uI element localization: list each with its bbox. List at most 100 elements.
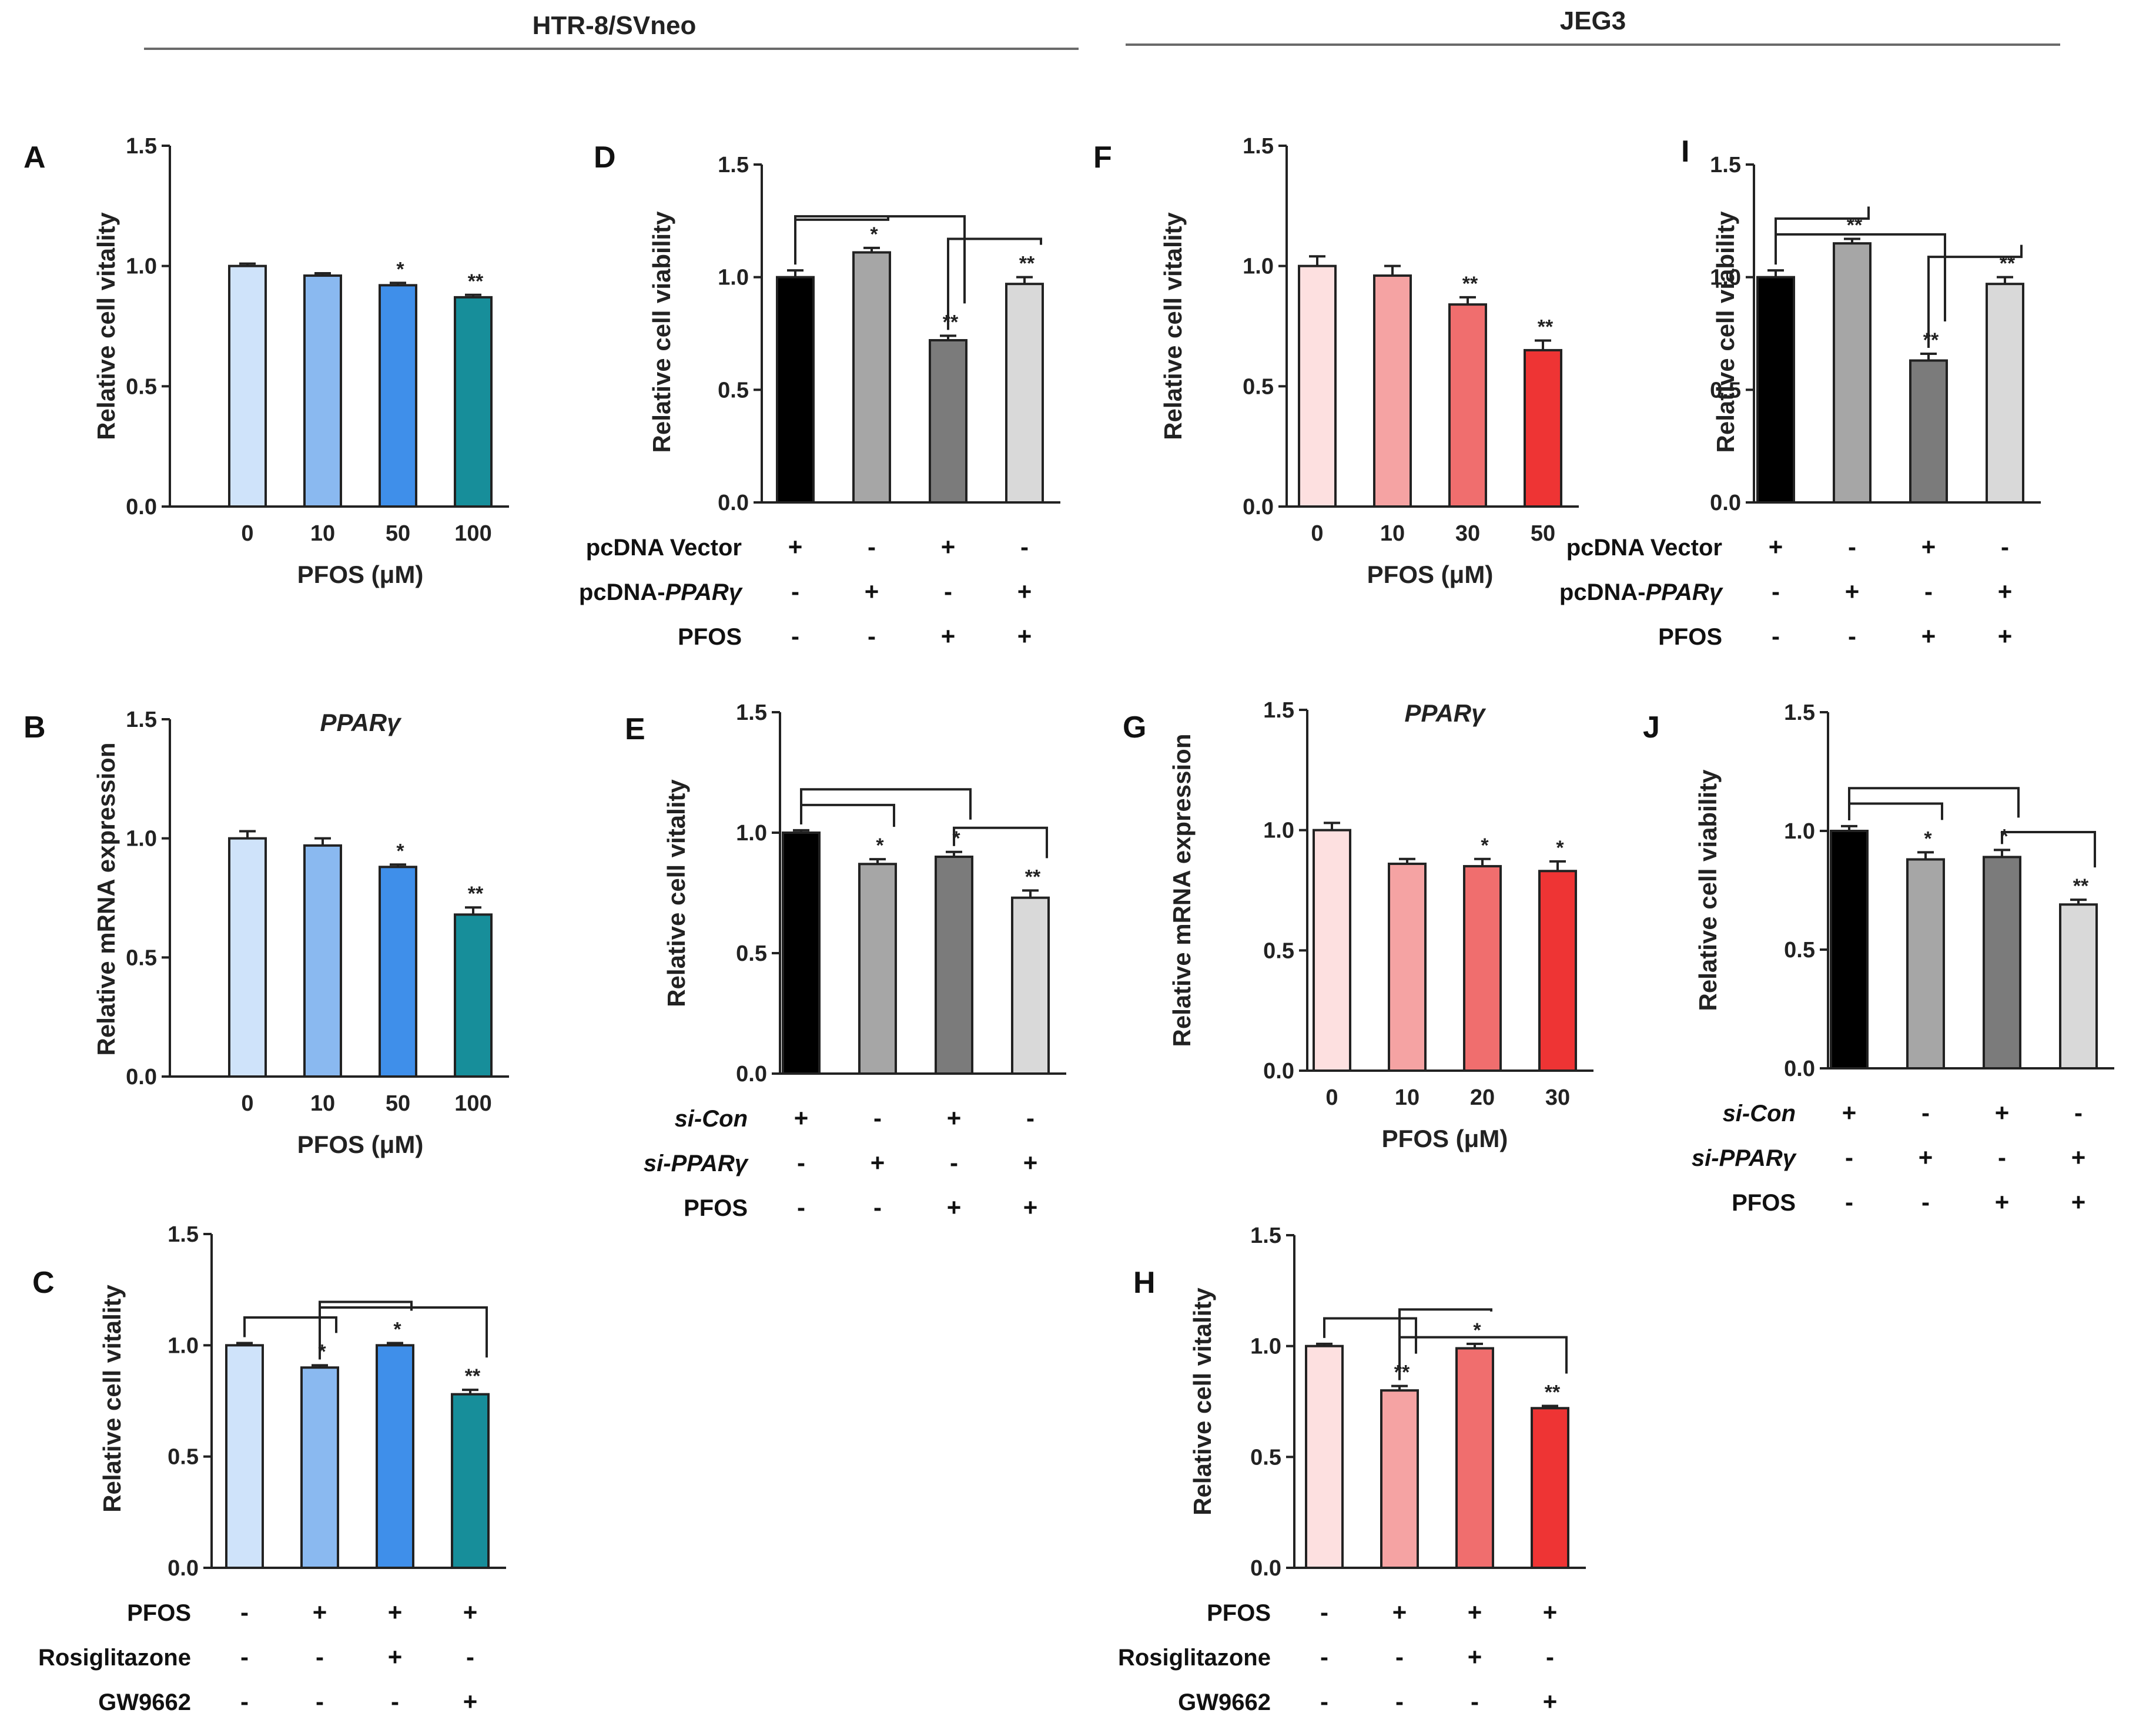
condition-sign: +: [1998, 622, 2013, 650]
panel-letter: H: [1133, 1266, 1156, 1300]
y-tick-label: 1.5: [718, 153, 749, 177]
condition-label: si-PPARγ: [644, 1151, 749, 1176]
condition-sign: -: [944, 578, 952, 605]
y-tick-label: 0.0: [736, 1062, 767, 1087]
condition-sign: -: [791, 578, 799, 605]
bar: [1298, 264, 1337, 508]
panel-letter: D: [594, 140, 616, 175]
bar: [858, 863, 897, 1075]
y-tick-label: 0.0: [1784, 1057, 1815, 1081]
chart-title: PPARγ: [320, 709, 403, 736]
condition-label: pcDNA-PPARγ: [579, 579, 744, 605]
condition-name: si-Con: [1723, 1101, 1796, 1126]
condition-sign: +: [1995, 1188, 2010, 1216]
condition-name-italic: PPARγ: [665, 579, 744, 605]
bar: [1448, 303, 1487, 508]
condition-sign: -: [391, 1688, 399, 1715]
condition-label: si-Con: [1723, 1101, 1796, 1126]
condition-sign: -: [1921, 1099, 1930, 1126]
significance-marker: **: [1394, 1362, 1410, 1384]
bar: [376, 1344, 414, 1569]
condition-label: PFOS: [678, 624, 742, 650]
condition-label: PFOS: [684, 1195, 748, 1221]
y-axis-label: Relative cell vitality: [92, 212, 120, 440]
panel-letter: C: [32, 1266, 55, 1300]
condition-sign: -: [1998, 1144, 2006, 1171]
bar: [1906, 858, 1945, 1069]
condition-sign: -: [1772, 578, 1780, 605]
y-tick-label: 1.0: [1243, 254, 1274, 279]
condition-label: pcDNA Vector: [586, 535, 742, 561]
condition-sign: -: [868, 622, 876, 650]
condition-sign: -: [316, 1688, 324, 1715]
condition-label: si-PPARγ: [1692, 1145, 1797, 1171]
y-tick-label: 1.5: [1710, 153, 1741, 177]
comparison-bracket: [243, 1316, 337, 1337]
bar: [454, 296, 493, 508]
condition-sign: -: [791, 622, 799, 650]
condition-sign: -: [873, 1104, 882, 1132]
condition-sign: -: [466, 1643, 474, 1671]
x-axis-label: PFOS (μM): [1382, 1125, 1508, 1152]
condition-sign: -: [240, 1643, 249, 1671]
bar: [1305, 1345, 1344, 1570]
condition-name: pcDNA-: [579, 579, 665, 605]
significance-marker: **: [1923, 329, 1939, 351]
x-tick-label: 20: [1470, 1085, 1495, 1110]
condition-sign: +: [941, 622, 956, 650]
y-tick-label: 0.5: [736, 941, 767, 966]
condition-name: PFOS: [127, 1600, 191, 1626]
significance-marker: **: [1538, 316, 1554, 338]
panel-letter: E: [625, 712, 645, 746]
y-tick-label: 1.5: [1263, 698, 1294, 723]
condition-sign: -: [1848, 533, 1856, 561]
condition-sign: +: [463, 1688, 478, 1715]
significance-marker: *: [870, 223, 878, 246]
bar: [1531, 1407, 1569, 1570]
y-tick-label: 1.0: [1250, 1335, 1281, 1359]
panel-letter: A: [24, 140, 46, 175]
comparison-bracket: [947, 237, 1042, 330]
condition-name: PFOS: [1207, 1600, 1271, 1626]
y-tick-label: 0.0: [1243, 495, 1274, 519]
condition-sign: -: [1020, 533, 1029, 561]
panel-f: F 0.0 0.5 1.0 1.5 Relative cell vitality 0 10 **…: [1093, 134, 1579, 588]
x-tick-label: 30: [1455, 521, 1480, 546]
x-tick-label: 50: [386, 1091, 410, 1116]
x-tick-label: 0: [241, 521, 253, 546]
bar: [782, 832, 821, 1075]
condition-sign: +: [947, 1193, 962, 1221]
y-tick-label: 1.0: [126, 827, 157, 851]
condition-label: Rosiglitazone: [38, 1645, 191, 1671]
comparison-bracket: [1927, 244, 2023, 348]
y-tick-label: 0.5: [126, 374, 157, 399]
condition-sign: -: [1320, 1643, 1328, 1671]
bar: [929, 339, 967, 504]
y-tick-label: 0.0: [1250, 1556, 1281, 1581]
x-tick-label: 0: [1311, 521, 1323, 546]
panel-letter: B: [24, 710, 46, 745]
condition-name: pcDNA-: [1559, 579, 1646, 605]
condition-sign: +: [1995, 1099, 2010, 1126]
bar: [776, 276, 815, 504]
significance-marker: *: [876, 834, 884, 857]
condition-sign: +: [1998, 578, 2013, 605]
condition-sign: +: [1468, 1598, 1482, 1626]
panel-letter: J: [1643, 710, 1660, 745]
condition-sign: +: [941, 533, 956, 561]
condition-sign: -: [1546, 1643, 1554, 1671]
condition-sign: -: [240, 1688, 249, 1715]
condition-sign: -: [2001, 533, 2009, 561]
y-tick-label: 1.0: [126, 254, 157, 279]
y-tick-label: 0.5: [1784, 938, 1815, 963]
bar: [1011, 896, 1050, 1075]
x-tick-label: 30: [1545, 1085, 1570, 1110]
significance-marker: *: [1924, 827, 1932, 850]
condition-sign: +: [1017, 622, 1032, 650]
condition-name: GW9662: [98, 1689, 191, 1715]
x-tick-label: 0: [241, 1091, 253, 1116]
condition-name: si-Con: [675, 1106, 748, 1132]
y-tick-label: 0.5: [1243, 374, 1274, 399]
header-right-label: JEG3: [1560, 6, 1626, 35]
